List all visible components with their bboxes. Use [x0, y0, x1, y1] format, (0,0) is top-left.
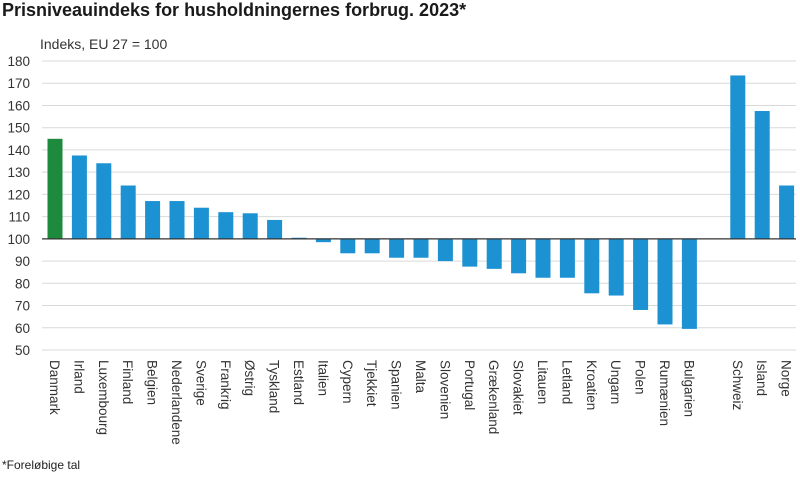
- y-tick-label: 100: [7, 232, 30, 247]
- x-tick-label: Malta: [413, 360, 428, 394]
- bar-sverige: [193, 207, 209, 239]
- bar-litauen: [535, 238, 551, 278]
- y-tick-label: 170: [7, 76, 30, 91]
- y-axis-label: Indeks, EU 27 = 100: [40, 36, 168, 52]
- x-tick-label: Tjekkiet: [364, 360, 379, 407]
- bar-schweiz: [730, 75, 746, 239]
- bar-belgien: [145, 201, 161, 239]
- chart-title: Prisniveauindeks for husholdningernes fo…: [2, 0, 467, 20]
- y-tick-label: 130: [7, 165, 30, 180]
- x-tick-label: Estland: [291, 360, 306, 405]
- x-tick-label: Ungarn: [608, 360, 623, 404]
- bar-italien: [315, 238, 331, 243]
- y-tick-label: 120: [7, 187, 30, 202]
- x-tick-label: Tyskland: [267, 360, 282, 413]
- x-tick-label: Cypern: [340, 360, 355, 404]
- bar-portugal: [462, 238, 478, 267]
- bar-kroatien: [584, 238, 600, 294]
- x-tick-label: Slovenien: [437, 360, 452, 419]
- bar-slovakiet: [511, 238, 527, 274]
- bar-østrig: [242, 213, 258, 239]
- bar-polen: [633, 238, 649, 310]
- y-tick-label: 50: [15, 343, 30, 358]
- x-tick-label: Irland: [71, 360, 86, 394]
- y-tick-label: 160: [7, 98, 30, 113]
- x-tick-label: Finland: [120, 360, 135, 404]
- bar-spanien: [389, 238, 405, 258]
- x-tick-label: Bulgarien: [681, 360, 696, 417]
- x-tick-label: Østrig: [242, 360, 257, 396]
- y-tick-label: 90: [15, 254, 30, 269]
- x-tick-label: Italien: [315, 360, 330, 396]
- x-tick-label: Grækenland: [486, 360, 501, 434]
- y-tick-label: 60: [15, 321, 30, 336]
- bar-tyskland: [267, 219, 283, 239]
- bar-nederlandene: [169, 201, 185, 239]
- bar-island: [754, 111, 770, 239]
- x-tick-label: Sverige: [193, 360, 208, 406]
- bar-malta: [413, 238, 429, 258]
- y-tick-label: 140: [7, 143, 30, 158]
- x-tick-label: Kroatien: [584, 360, 599, 410]
- x-tick-label: Litauen: [535, 360, 550, 404]
- footnote: *Foreløbige tal: [2, 458, 81, 472]
- y-tick-label: 80: [15, 276, 30, 291]
- x-tick-label: Nederlandene: [169, 360, 184, 445]
- x-tick-label: Belgien: [145, 360, 160, 405]
- bar-frankrig: [218, 212, 234, 239]
- x-tick-label: Danmark: [47, 360, 62, 415]
- bar-slovenien: [437, 238, 453, 262]
- x-tick-label: Schweiz: [730, 360, 745, 411]
- x-tick-label: Letland: [559, 360, 574, 404]
- x-tick-label: Norge: [779, 360, 794, 397]
- y-tick-label: 150: [7, 121, 30, 136]
- x-tick-label: Luxembourg: [96, 360, 111, 435]
- bar-ungarn: [608, 238, 624, 296]
- bar-luxembourg: [96, 163, 112, 239]
- x-tick-label: Island: [754, 360, 769, 396]
- bar-finland: [120, 185, 136, 239]
- bar-tjekkiet: [364, 238, 380, 254]
- y-tick-label: 70: [15, 299, 30, 314]
- bar-irland: [71, 155, 87, 239]
- bar-norge: [779, 185, 795, 239]
- bar-rumænien: [657, 238, 673, 325]
- x-tick-label: Rumænien: [657, 360, 672, 426]
- bar-cypern: [340, 238, 356, 254]
- x-tick-label: Portugal: [462, 360, 477, 410]
- x-tick-label: Frankrig: [218, 360, 233, 410]
- bar-danmark: [47, 138, 63, 239]
- y-tick-label: 110: [8, 210, 30, 225]
- x-tick-label: Spanien: [389, 360, 404, 410]
- bar-letland: [559, 238, 575, 278]
- x-tick-label: Polen: [633, 360, 648, 395]
- bar-bulgarien: [681, 238, 697, 329]
- x-tick-label: Slovakiet: [511, 360, 526, 415]
- y-tick-label: 180: [7, 54, 30, 69]
- bar-grækenland: [486, 238, 502, 269]
